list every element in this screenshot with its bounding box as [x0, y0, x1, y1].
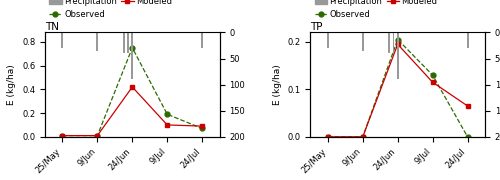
Text: TN: TN	[45, 22, 59, 32]
Bar	[96, 32, 98, 51]
Y-axis label: E (kg/ha): E (kg/ha)	[8, 64, 16, 105]
Text: TP: TP	[310, 22, 323, 32]
Bar	[327, 32, 329, 48]
Bar	[396, 32, 398, 79]
Bar	[388, 32, 390, 53]
Legend: Precipitation, Observed, Modeled: Precipitation, Observed, Modeled	[314, 0, 438, 19]
Bar	[127, 32, 129, 53]
Bar	[466, 32, 468, 48]
Bar	[201, 32, 203, 48]
Y-axis label: E (kg/ha): E (kg/ha)	[273, 64, 282, 105]
Bar	[392, 32, 394, 53]
Bar	[132, 32, 134, 79]
Legend: Precipitation, Observed, Modeled: Precipitation, Observed, Modeled	[49, 0, 172, 19]
Bar	[62, 32, 64, 48]
Bar	[122, 32, 124, 53]
Bar	[362, 32, 364, 51]
